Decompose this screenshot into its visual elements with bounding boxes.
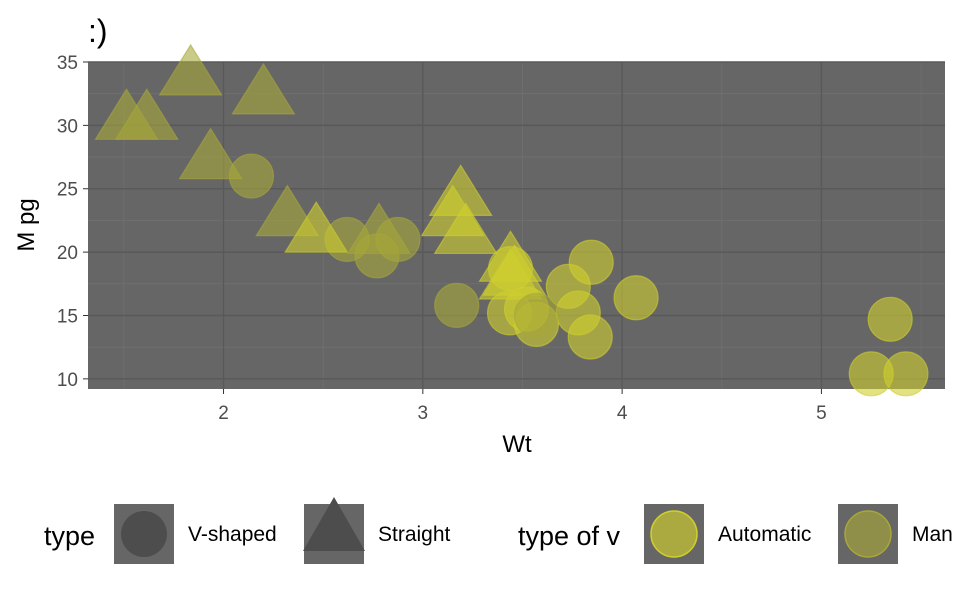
y-axis-ticks: 10 15 20 25 30 35 (57, 53, 88, 391)
x-tick-label: 3 (418, 403, 429, 424)
y-tick-label: 10 (57, 370, 78, 391)
data-point-circle (613, 275, 659, 321)
data-point-triangle (158, 43, 223, 96)
legend-label-straight: Straight (378, 523, 451, 546)
data-point-circle (228, 153, 275, 199)
legend-type-title: type (44, 521, 95, 551)
legend-label-automatic: Automatic (718, 523, 811, 546)
x-tick-label: 5 (816, 403, 827, 424)
x-axis-ticks: 2 3 4 5 (218, 389, 827, 424)
data-point-circle (567, 314, 613, 360)
data-point-circle (867, 296, 913, 342)
legend-triangle-icon (303, 497, 365, 551)
y-tick-label: 30 (57, 116, 78, 137)
y-tick-label: 35 (57, 53, 78, 74)
legend-automatic-circle-icon (650, 510, 698, 558)
x-tick-label: 4 (617, 403, 628, 424)
data-points (94, 43, 929, 397)
data-point-circle (883, 351, 929, 397)
data-point-triangle (94, 88, 159, 140)
data-point-triangle (420, 184, 485, 237)
legend: type V-shaped Straight type of v Automat… (44, 497, 953, 564)
panel-background (88, 62, 945, 389)
y-tick-label: 25 (57, 180, 78, 201)
data-point-triangle (346, 202, 412, 254)
legend-label-v-shaped: V-shaped (188, 523, 277, 546)
legend-circle-icon (121, 511, 167, 557)
data-point-circle (434, 282, 480, 328)
data-point-triangle (178, 127, 243, 180)
data-point-triangle (284, 200, 349, 253)
y-tick-label: 20 (57, 243, 78, 264)
y-tick-label: 15 (57, 306, 78, 327)
legend-type-of-v-title: type of v (518, 521, 621, 551)
data-point-circle (513, 292, 560, 339)
legend-label-man: Man (912, 523, 953, 546)
legend-man-circle-icon (844, 510, 892, 558)
x-axis-title: Wt (502, 431, 532, 458)
y-axis-title: M pg (13, 198, 40, 251)
data-point-circle (568, 239, 614, 285)
plot-panel (88, 62, 945, 389)
x-tick-label: 2 (218, 403, 229, 424)
data-point-triangle (231, 62, 296, 115)
chart-title: :) (88, 13, 108, 49)
